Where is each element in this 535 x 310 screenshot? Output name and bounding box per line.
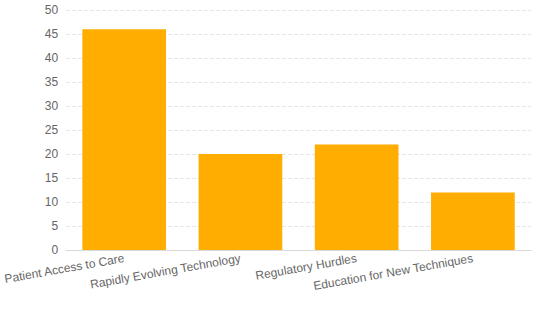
svg-text:5: 5 — [51, 219, 58, 233]
svg-text:Education for New Techniques: Education for New Techniques — [312, 251, 474, 293]
svg-text:35: 35 — [45, 75, 59, 89]
svg-text:Regulatory Hurdles: Regulatory Hurdles — [254, 251, 358, 283]
svg-text:15: 15 — [45, 171, 59, 185]
svg-text:30: 30 — [45, 99, 59, 113]
svg-text:Patient Access to Care: Patient Access to Care — [3, 251, 126, 286]
svg-text:20: 20 — [45, 147, 59, 161]
svg-text:45: 45 — [45, 27, 59, 41]
svg-text:10: 10 — [45, 195, 59, 209]
svg-text:50: 50 — [45, 3, 59, 17]
svg-text:40: 40 — [45, 51, 59, 65]
svg-text:0: 0 — [51, 243, 58, 257]
svg-text:25: 25 — [45, 123, 59, 137]
svg-text:Rapidly Evolving Technology: Rapidly Evolving Technology — [89, 251, 242, 291]
